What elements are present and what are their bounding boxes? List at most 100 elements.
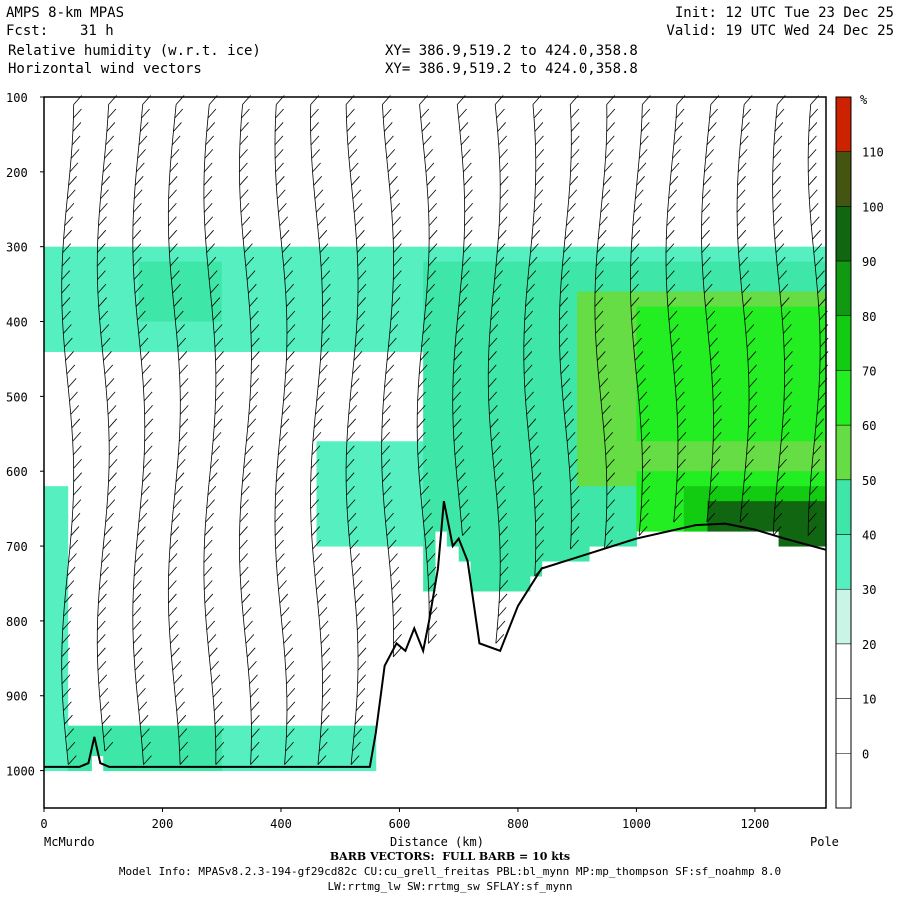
wind-barb bbox=[493, 458, 503, 469]
wind-barb bbox=[673, 512, 682, 523]
rh-cell bbox=[541, 501, 554, 517]
rh-cell bbox=[328, 336, 341, 352]
rh-cell bbox=[115, 261, 128, 278]
rh-cell bbox=[529, 351, 543, 367]
rh-cell bbox=[375, 531, 389, 547]
rh-cell bbox=[695, 321, 709, 337]
rh-cell bbox=[316, 276, 329, 293]
rh-cell bbox=[636, 501, 649, 517]
wind-barb bbox=[532, 216, 542, 226]
wind-barb bbox=[203, 580, 213, 590]
wind-barb bbox=[71, 418, 81, 429]
rh-cell bbox=[150, 291, 163, 308]
rh-cell bbox=[55, 590, 69, 607]
wind-barb bbox=[357, 674, 366, 685]
rh-cell bbox=[470, 411, 483, 427]
rh-cell bbox=[209, 276, 223, 293]
rh-cell bbox=[565, 456, 578, 472]
rh-cell bbox=[44, 546, 57, 562]
rh-cell bbox=[612, 426, 626, 442]
rh-cell bbox=[802, 441, 815, 457]
wind-barb-column bbox=[239, 104, 252, 765]
rh-cell bbox=[517, 575, 531, 592]
rh-cell bbox=[648, 501, 661, 517]
rh-cell bbox=[766, 351, 780, 367]
rh-cell bbox=[778, 321, 791, 337]
wind-barb bbox=[104, 526, 113, 536]
wind-barb bbox=[535, 539, 545, 550]
wind-barb bbox=[748, 418, 757, 429]
rh-cell bbox=[660, 291, 673, 308]
wind-barb bbox=[132, 593, 142, 604]
rh-cell bbox=[671, 351, 685, 367]
wind-barb bbox=[204, 593, 214, 604]
rh-cell bbox=[778, 486, 791, 502]
colorbar-unit: % bbox=[860, 93, 868, 107]
wind-barb bbox=[275, 539, 284, 550]
wind-barb bbox=[64, 337, 73, 348]
wind-barb bbox=[381, 418, 391, 429]
x-tick-label: 1000 bbox=[622, 817, 651, 831]
wind-barb bbox=[808, 176, 817, 186]
wind-barb bbox=[594, 310, 604, 321]
wind-barb bbox=[284, 270, 294, 280]
rh-cell bbox=[411, 516, 424, 532]
wind-barb bbox=[603, 418, 612, 429]
wind-barb bbox=[676, 405, 686, 415]
forecast-hour: 31 h bbox=[80, 23, 114, 39]
wind-barb bbox=[97, 229, 107, 240]
rh-cell bbox=[553, 411, 566, 427]
wind-barb bbox=[674, 499, 684, 509]
rh-cell bbox=[695, 426, 709, 442]
wind-barb bbox=[248, 283, 257, 294]
rh-cell bbox=[731, 501, 744, 517]
wind-barb bbox=[736, 216, 746, 226]
wind-barb bbox=[427, 566, 437, 577]
rh-cell bbox=[304, 725, 318, 742]
wind-barb bbox=[169, 162, 179, 173]
wind-barb bbox=[595, 324, 604, 334]
wind-barb bbox=[353, 351, 363, 361]
wind-barb bbox=[173, 122, 182, 132]
rh-cell bbox=[352, 306, 365, 323]
wind-barb bbox=[239, 539, 248, 550]
wind-barb bbox=[281, 405, 291, 415]
wind-barb bbox=[356, 243, 366, 253]
wind-barb bbox=[285, 283, 295, 294]
wind-barb bbox=[813, 243, 823, 253]
rh-cell bbox=[304, 755, 318, 772]
wind-barb bbox=[347, 512, 357, 523]
rh-cell bbox=[814, 261, 827, 278]
wind-barb bbox=[392, 647, 402, 658]
wind-barb bbox=[497, 229, 507, 240]
wind-barb bbox=[528, 256, 538, 267]
rh-cell bbox=[399, 456, 412, 472]
terrain-line bbox=[44, 500, 827, 768]
colorbar-tick-label: 100 bbox=[862, 200, 884, 214]
rh-cell bbox=[612, 246, 626, 263]
wind-barb bbox=[391, 202, 401, 213]
rh-cell bbox=[671, 276, 685, 293]
wind-barb bbox=[594, 283, 604, 294]
rh-cell bbox=[636, 411, 649, 427]
wind-barb bbox=[322, 687, 331, 698]
wind-barb bbox=[570, 472, 579, 482]
rh-cell bbox=[316, 321, 329, 337]
wind-barb bbox=[808, 499, 818, 509]
wind-barb bbox=[748, 364, 757, 375]
wind-barb bbox=[815, 418, 825, 429]
rh-cell bbox=[44, 725, 57, 742]
rh-cell bbox=[577, 516, 590, 532]
rh-cell bbox=[529, 516, 543, 532]
wind-barb bbox=[206, 243, 215, 253]
wind-barb bbox=[319, 243, 329, 253]
rh-cell bbox=[280, 276, 294, 293]
rh-cell bbox=[778, 396, 791, 412]
rh-cell bbox=[55, 531, 69, 547]
rh-cell bbox=[352, 441, 365, 457]
wind-barb bbox=[495, 634, 505, 644]
wind-barb bbox=[61, 647, 71, 658]
rh-cell bbox=[636, 351, 649, 367]
rh-cell bbox=[162, 725, 175, 742]
wind-barb bbox=[215, 728, 224, 738]
